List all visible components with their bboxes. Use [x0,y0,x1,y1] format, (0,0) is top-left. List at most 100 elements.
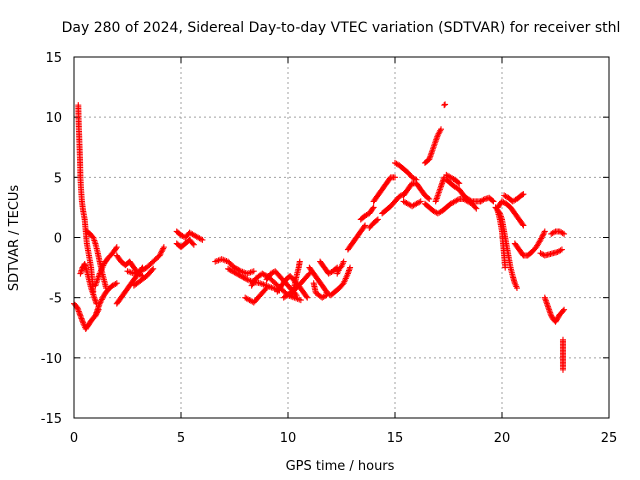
data-point [538,234,545,241]
data-point [305,271,312,278]
data-point [559,366,566,373]
data-point [138,267,145,274]
data-point [539,232,546,239]
x-tick-label: 15 [387,431,404,446]
data-point [455,179,462,186]
data-points [71,101,568,373]
y-tick-label: -5 [49,292,62,307]
data-point [138,272,145,279]
data-point [373,217,380,224]
y-tick-label: 5 [54,171,62,186]
y-tick-label: 0 [54,232,62,247]
grid-lines [74,57,609,418]
data-point [137,268,144,275]
data-point [149,266,156,273]
data-point [261,272,268,279]
data-point [296,258,303,265]
data-point [304,294,311,301]
data-point [239,273,246,280]
data-point [340,258,347,265]
data-point [234,270,241,277]
data-point [231,269,238,276]
x-tick-label: 0 [70,431,78,446]
y-tick-label: 10 [45,111,62,126]
data-point [425,195,432,202]
y-tick-label: 15 [45,51,62,66]
y-tick-label: -10 [41,352,62,367]
data-point [97,299,104,306]
data-point [519,221,526,228]
data-point [370,204,377,211]
data-point [156,252,163,259]
data-point [235,271,242,278]
data-point [537,236,544,243]
data-point [141,266,148,273]
data-point [237,273,244,280]
data-point [416,199,423,206]
data-point [467,197,474,204]
data-point [472,204,479,211]
data-point [150,265,157,272]
data-point [362,222,369,229]
data-point [236,272,243,279]
data-point [225,265,232,272]
axis-ticks: 0 5 10 15 20 25 -15 -10 -5 0 5 10 15 [41,51,618,446]
data-point [557,247,564,254]
data-point [160,245,167,252]
data-point [438,126,445,133]
data-point [159,246,166,253]
data-point [189,240,196,247]
data-point [347,264,354,271]
data-point [112,245,119,252]
data-point [441,174,448,181]
x-tick-label: 20 [494,431,511,446]
data-point [160,244,167,251]
data-point [502,264,509,271]
data-point [157,251,164,258]
data-point [303,293,310,300]
data-point [558,246,565,253]
data-point [561,306,568,313]
y-axis-label: SDTVAR / TECUs [7,185,22,292]
data-point [158,249,165,256]
data-point [250,268,257,275]
data-point [230,268,237,275]
plot-frame [73,56,610,419]
x-tick-label: 5 [177,431,185,446]
data-point [226,266,233,273]
data-point [441,102,448,109]
data-point [199,236,206,243]
data-point [139,266,146,273]
data-point [519,191,526,198]
data-point [158,248,165,255]
data-point [520,191,527,198]
data-point [369,205,376,212]
data-point [561,230,568,237]
data-point [98,296,105,303]
data-point [551,229,558,236]
chart-title: Day 280 of 2024, Sidereal Day-to-day VTE… [62,20,621,36]
x-tick-label: 25 [601,431,618,446]
data-point [99,295,106,302]
data-point [197,236,204,243]
data-point [243,275,250,282]
data-point [98,297,105,304]
data-point [392,174,398,181]
data-point [113,244,120,251]
y-tick-label: -15 [41,412,62,427]
data-point [297,297,304,304]
data-point [228,267,235,274]
data-point [541,229,548,236]
data-point [262,286,269,293]
data-point [520,222,527,229]
data-point [263,285,270,292]
data-point [480,196,487,203]
data-point [559,230,566,237]
data-point [260,271,267,278]
data-point [454,196,461,203]
data-point [112,281,119,288]
data-point [361,223,368,230]
x-tick-label: 10 [280,431,297,446]
